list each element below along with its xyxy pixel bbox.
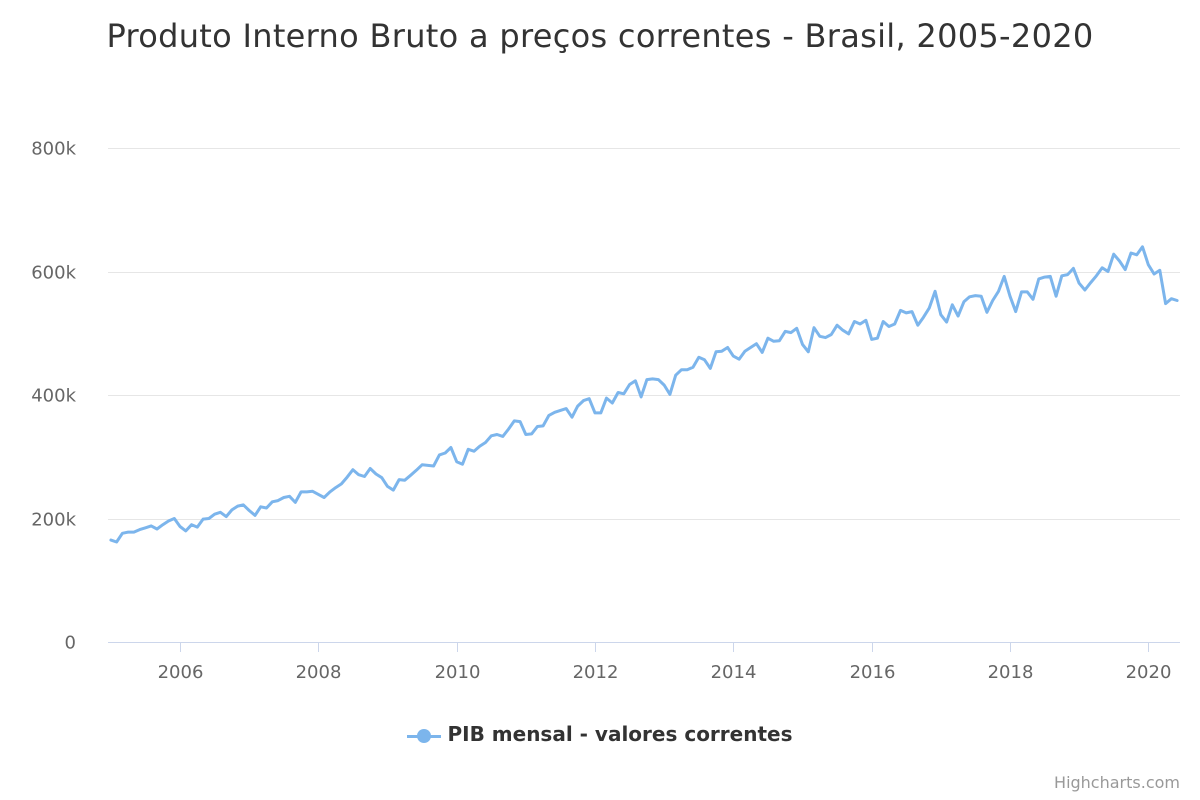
data-point[interactable]	[1010, 306, 1022, 318]
x-axis	[108, 642, 1180, 652]
data-point[interactable]	[606, 397, 618, 409]
data-point[interactable]	[289, 496, 301, 508]
data-point[interactable]	[1067, 262, 1079, 274]
data-point[interactable]	[998, 270, 1010, 282]
data-point[interactable]	[1154, 264, 1166, 276]
data-point[interactable]	[791, 322, 803, 334]
gridlines	[108, 148, 1180, 520]
y-tick-label: 400k	[31, 386, 76, 407]
data-point[interactable]	[923, 302, 935, 314]
series-line[interactable]	[109, 245, 1179, 544]
data-point[interactable]	[704, 362, 716, 374]
data-point[interactable]	[514, 416, 526, 428]
data-point[interactable]	[975, 290, 987, 302]
x-tick-label: 2006	[158, 662, 204, 683]
data-point[interactable]	[941, 316, 953, 328]
data-point[interactable]	[1004, 290, 1016, 302]
x-tick-label: 2018	[988, 662, 1034, 683]
data-point[interactable]	[952, 310, 964, 322]
y-tick-label: 800k	[31, 139, 76, 160]
legend-series-label[interactable]: PIB mensal - valores correntes	[447, 722, 793, 746]
data-point[interactable]	[946, 299, 958, 311]
data-point[interactable]	[756, 346, 768, 358]
series-layer[interactable]	[105, 241, 1183, 548]
credits-link[interactable]: Highcharts.com	[1054, 773, 1180, 792]
data-point[interactable]	[428, 460, 440, 472]
chart-title: Produto Interno Bruto a preços correntes…	[106, 17, 1094, 55]
data-point[interactable]	[629, 375, 641, 387]
data-point[interactable]	[1027, 293, 1039, 305]
x-tick-label: 2020	[1126, 662, 1172, 683]
data-point[interactable]	[1137, 241, 1149, 253]
data-point[interactable]	[889, 318, 901, 330]
legend-series-symbol	[407, 726, 442, 746]
y-tick-label: 200k	[31, 510, 76, 531]
y-axis-labels: 0 200k 400k 600k 800k	[31, 139, 76, 654]
data-point[interactable]	[595, 407, 607, 419]
x-tick-label: 2014	[711, 662, 757, 683]
data-point[interactable]	[1119, 264, 1131, 276]
data-point[interactable]	[387, 484, 399, 496]
data-point[interactable]	[457, 458, 469, 470]
x-tick-label: 2008	[296, 662, 342, 683]
x-tick-label: 2016	[850, 662, 896, 683]
x-tick-label: 2010	[435, 662, 481, 683]
data-point[interactable]	[906, 306, 918, 318]
data-point[interactable]	[993, 285, 1005, 297]
data-point[interactable]	[929, 285, 941, 297]
y-tick-label: 0	[65, 633, 76, 654]
x-tick-label: 2012	[573, 662, 619, 683]
data-point[interactable]	[843, 328, 855, 340]
data-point[interactable]	[583, 393, 595, 405]
x-axis-labels: 2006 2008 2010 2012 2014 2016 2018 2020	[158, 662, 1172, 683]
data-point[interactable]	[802, 346, 814, 358]
data-point[interactable]	[981, 306, 993, 318]
data-point[interactable]	[871, 332, 883, 344]
data-point[interactable]	[635, 391, 647, 403]
data-point[interactable]	[445, 442, 457, 454]
data-point[interactable]	[566, 411, 578, 423]
data-point[interactable]	[1102, 266, 1114, 278]
data-point[interactable]	[860, 314, 872, 326]
data-point[interactable]	[1050, 290, 1062, 302]
legend[interactable]: PIB mensal - valores correntes	[0, 722, 1200, 746]
data-point[interactable]	[664, 388, 676, 400]
data-point[interactable]	[1044, 270, 1056, 282]
data-point[interactable]	[537, 420, 549, 432]
data-point[interactable]	[1171, 295, 1183, 307]
y-tick-label: 600k	[31, 263, 76, 284]
